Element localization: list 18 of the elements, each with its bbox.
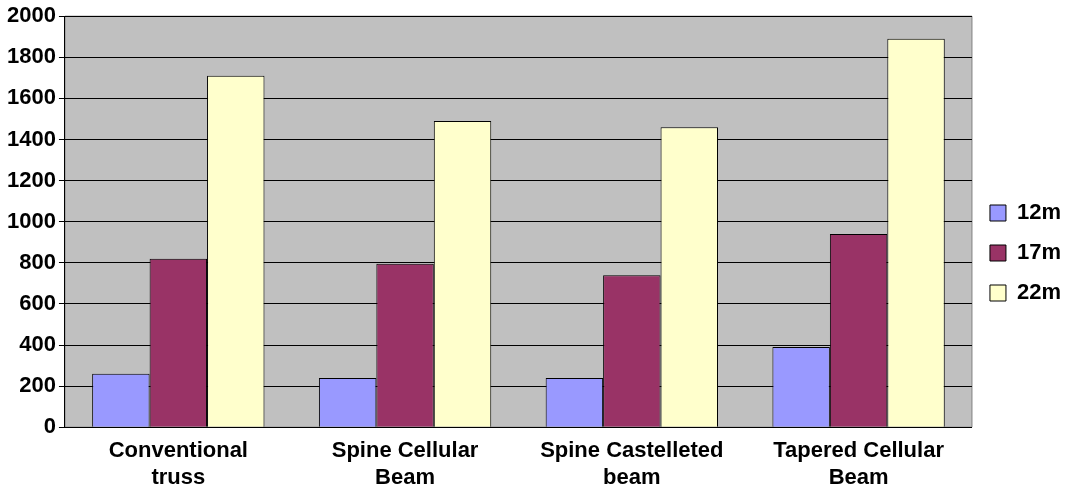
y-tick-label: 1000 bbox=[6, 207, 56, 233]
x-tick-label: Conventional truss bbox=[108, 437, 248, 489]
y-tick-label: 2000 bbox=[6, 2, 56, 28]
y-tick-label: 400 bbox=[19, 331, 56, 357]
y-tick-label: 200 bbox=[19, 372, 56, 398]
y-tick-label: 1200 bbox=[6, 166, 56, 192]
y-tick-label: 800 bbox=[19, 248, 56, 274]
y-tick-label: 600 bbox=[19, 289, 56, 315]
x-tick-label: Spine Cellular Beam bbox=[331, 437, 479, 489]
y-tick-label: 1600 bbox=[6, 84, 56, 110]
x-tick-label: Tapered Cellular Beam bbox=[773, 437, 945, 489]
y-tick-label: 1800 bbox=[6, 43, 56, 69]
legend-label: 17m bbox=[1016, 239, 1062, 265]
x-tick-label: Spine Castelleted beam bbox=[540, 437, 724, 489]
legend-label: 12m bbox=[1016, 199, 1062, 225]
y-tick-label: 1400 bbox=[6, 125, 56, 151]
y-tick-label: 0 bbox=[43, 413, 56, 439]
legend-label: 22m bbox=[1016, 279, 1062, 305]
